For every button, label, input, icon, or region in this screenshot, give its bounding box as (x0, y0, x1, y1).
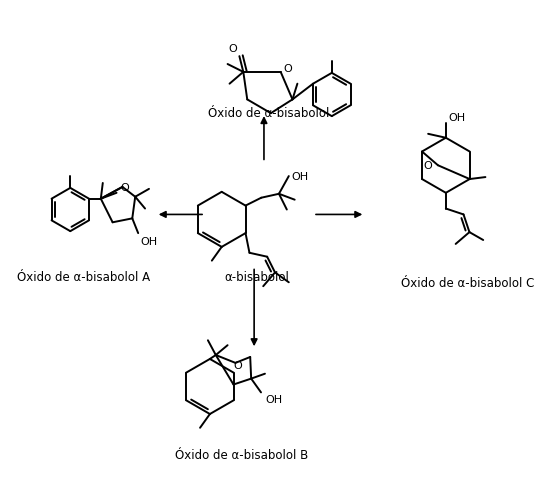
Text: O: O (423, 161, 432, 171)
Text: OH: OH (291, 172, 309, 182)
Text: Óxido de α-bisabolol C: Óxido de α-bisabolol C (401, 277, 534, 290)
Text: O: O (284, 64, 293, 74)
Text: O: O (120, 182, 129, 192)
Text: Óxido de α-bisabolol: Óxido de α-bisabolol (208, 107, 329, 120)
Text: O: O (233, 360, 242, 370)
Text: Óxido de α-bisabolol B: Óxido de α-bisabolol B (175, 448, 308, 461)
Text: OH: OH (449, 113, 466, 123)
Text: Óxido de α-bisabolol A: Óxido de α-bisabolol A (18, 271, 150, 284)
Text: OH: OH (265, 395, 282, 405)
Text: α-bisabolol: α-bisabolol (225, 271, 289, 284)
Text: O: O (229, 44, 237, 54)
Text: OH: OH (140, 237, 157, 247)
